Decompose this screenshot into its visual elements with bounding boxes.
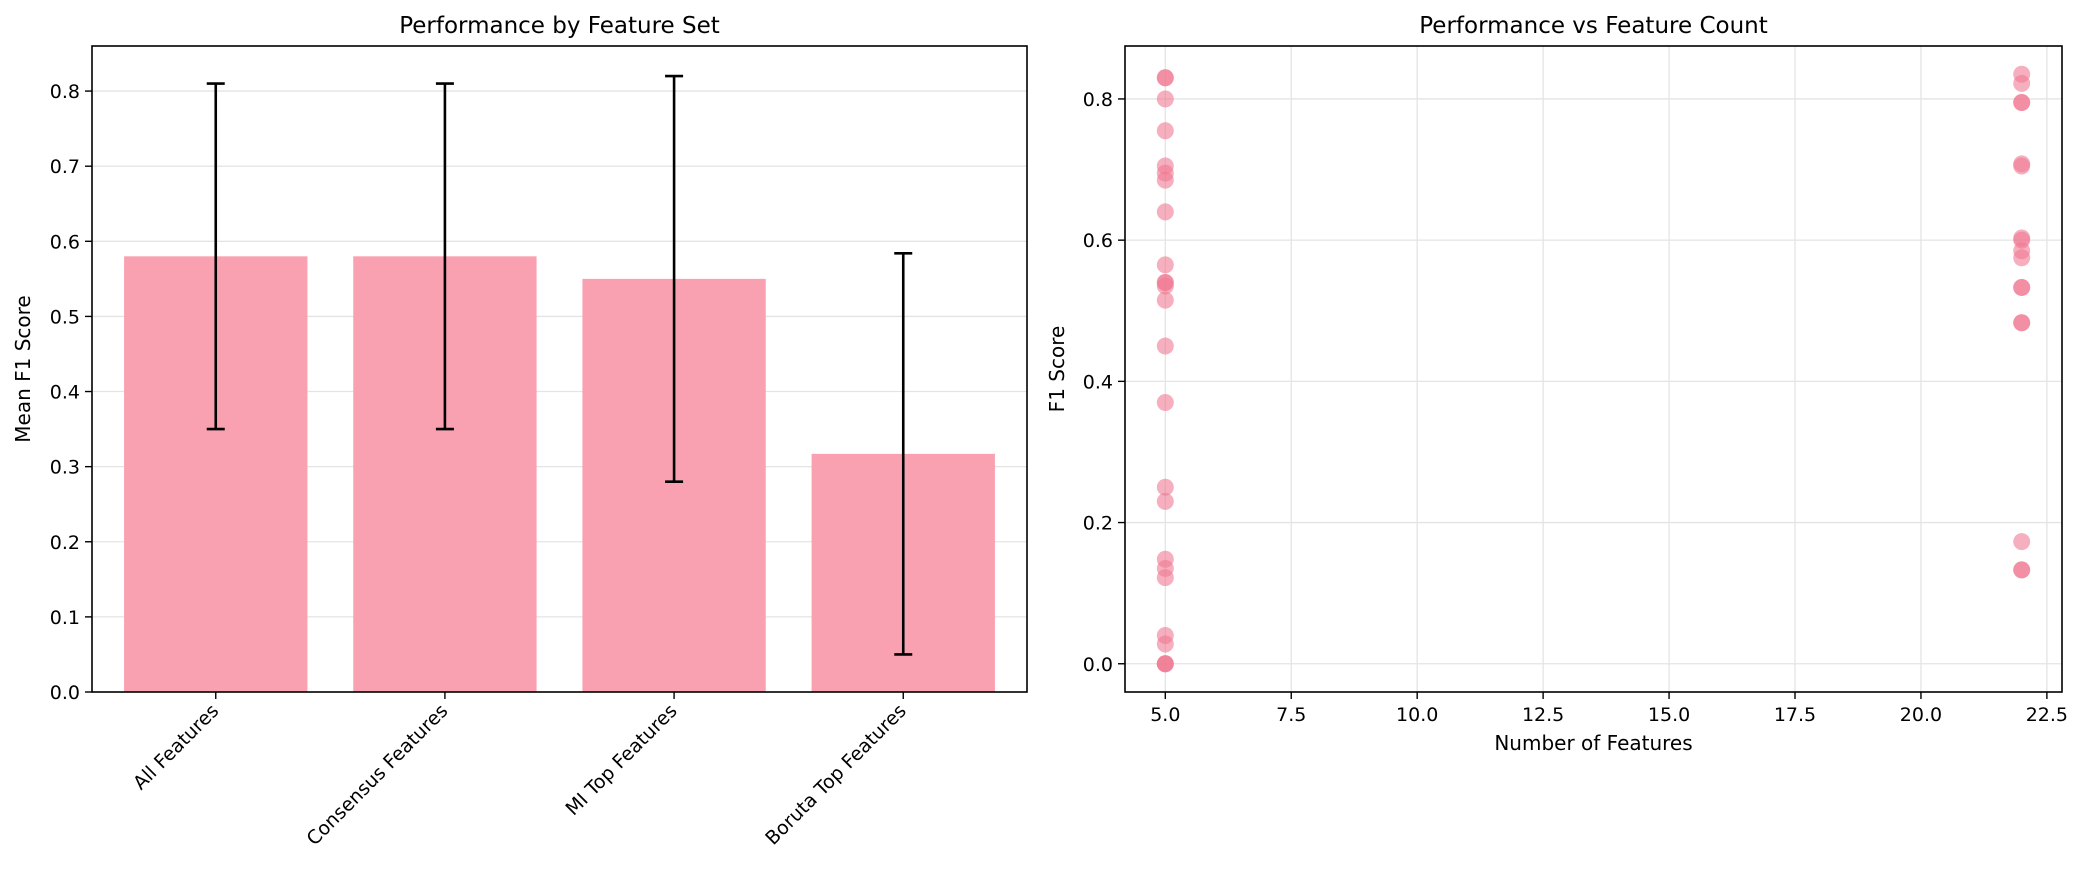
y-tick-label: 0.2: [1083, 513, 1113, 535]
data-point: [2013, 533, 2031, 551]
x-tick-label: 7.5: [1276, 704, 1306, 726]
data-point: [1156, 492, 1174, 510]
y-tick-label: 0.6: [1083, 230, 1113, 252]
data-point: [1156, 337, 1174, 355]
y-axis-label: Mean F1 Score: [11, 295, 35, 442]
data-point: [1156, 171, 1174, 189]
y-tick-label: 0.4: [50, 382, 80, 404]
y-tick-label: 0.1: [50, 607, 80, 629]
y-tick-label: 0.3: [50, 457, 80, 479]
chart-title: Performance vs Feature Count: [1419, 13, 1768, 39]
x-tick-label: 20.0: [1900, 704, 1942, 726]
data-point: [1156, 569, 1174, 587]
y-tick-label: 0.6: [50, 231, 80, 253]
bar-chart-panel: 0.0 0.1 0.2 0.3 0.4 0.5 0.6 0.7 0.8 All Features C…: [11, 13, 1028, 850]
data-point: [1156, 635, 1174, 653]
x-tick-label: MI Top Features: [562, 700, 682, 820]
data-point: [1156, 203, 1174, 221]
y-tick-label: 0.7: [50, 156, 80, 178]
data-point: [2013, 249, 2031, 267]
x-tick-label: 15.0: [1648, 704, 1690, 726]
data-point: [1156, 291, 1174, 309]
scatter-chart-panel: 5.0 7.5 10.0 12.5 15.0 17.5 20.0 22.5 0.0 0.2 0.4 0…: [1045, 13, 2068, 755]
data-point: [1156, 256, 1174, 274]
data-point: [2013, 157, 2031, 175]
data-point: [2013, 93, 2031, 111]
y-tick-label: 0.0: [50, 682, 80, 704]
data-point: [1156, 277, 1174, 295]
y-tick-label: 0.8: [1083, 89, 1113, 111]
y-tick-label: 0.4: [1083, 371, 1113, 393]
x-tick-label: 10.0: [1396, 704, 1438, 726]
x-tick-label: 5.0: [1150, 704, 1180, 726]
data-point: [2013, 278, 2031, 296]
data-point: [2013, 314, 2031, 332]
x-tick-label: Boruta Top Features: [761, 700, 911, 850]
data-point: [1156, 122, 1174, 140]
axes-frame: [91, 45, 1028, 693]
x-axis-label: Number of Features: [1494, 731, 1692, 755]
data-point: [1156, 394, 1174, 412]
x-tick-label: 17.5: [1774, 704, 1816, 726]
chart-title: Performance by Feature Set: [399, 13, 720, 39]
data-point: [1156, 478, 1174, 496]
data-point: [1156, 69, 1174, 87]
x-tick-label: 12.5: [1522, 704, 1564, 726]
x-tick-label: 22.5: [2026, 704, 2068, 726]
data-point: [1156, 655, 1174, 673]
y-tick-label: 0.5: [50, 306, 80, 328]
y-axis-label: F1 Score: [1045, 326, 1069, 413]
x-tick-label: All Features: [129, 700, 223, 794]
data-point: [1156, 90, 1174, 108]
axes-frame: [1124, 45, 2063, 693]
data-point: [2013, 561, 2031, 579]
x-tick-label: Consensus Features: [302, 700, 452, 850]
data-point: [2013, 74, 2031, 92]
y-tick-label: 0.0: [1083, 654, 1113, 676]
y-tick-label: 0.2: [50, 532, 80, 554]
y-tick-label: 0.8: [50, 81, 80, 103]
